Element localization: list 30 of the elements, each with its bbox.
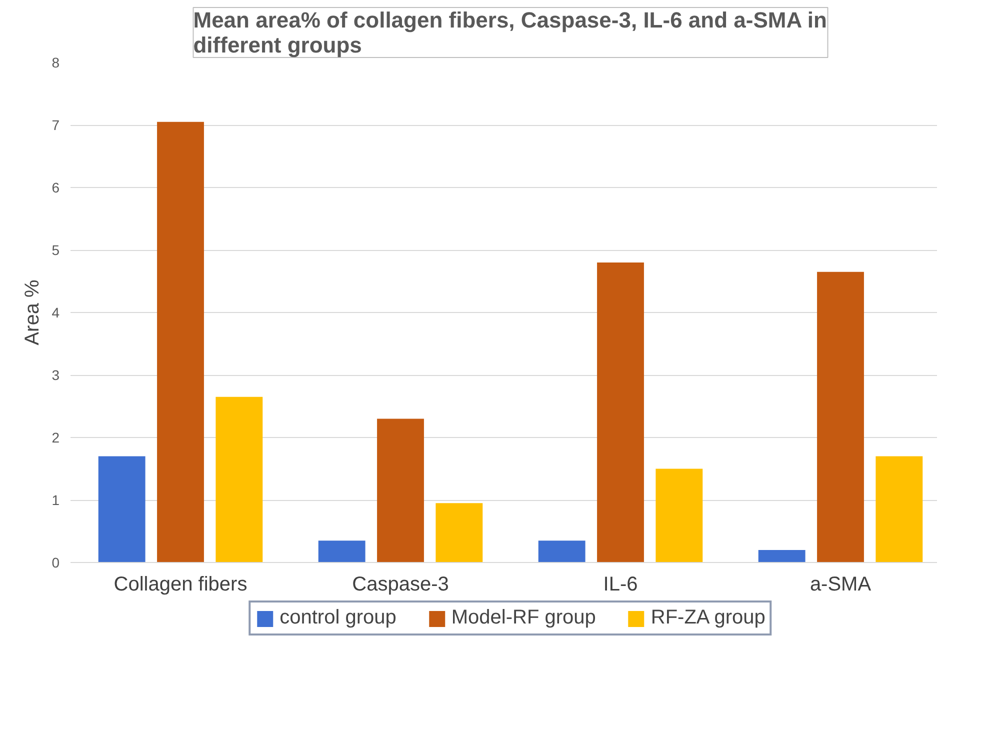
y-tick-label: 4 [52,304,60,320]
bar [876,456,923,562]
chart-title: Mean area% of collagen fibers, Caspase-3, IL-6 and a-SMA in different groups [193,8,827,58]
legend-label: RF-ZA group [650,606,766,630]
bar [157,122,204,562]
y-tick-label: 5 [52,242,60,258]
x-tick-label: Caspase-3 [352,574,449,596]
bar [98,456,146,562]
bar [216,396,263,562]
y-tick-label: 6 [52,180,60,196]
x-tick-label: Collagen fibers [114,574,248,596]
y-tick-label: 8 [52,54,60,70]
y-axis-title: Area % [22,279,44,346]
bar [758,550,806,562]
bar [597,262,644,562]
y-tick-label: 1 [52,492,60,508]
y-tick-label: 0 [52,554,60,570]
legend-label: control group [280,606,396,630]
y-tick-label: 2 [52,430,60,446]
bar [436,503,483,562]
y-tick-label: 7 [52,117,60,133]
bar [318,540,366,562]
bar [817,272,864,562]
x-tick-label: a-SMA [810,574,872,596]
bar [656,468,703,562]
x-tick-label: IL-6 [603,574,638,596]
bar [538,540,586,562]
y-tick-label: 3 [52,367,60,383]
bar [377,418,424,562]
legend-label: Model-RF group [451,606,596,630]
